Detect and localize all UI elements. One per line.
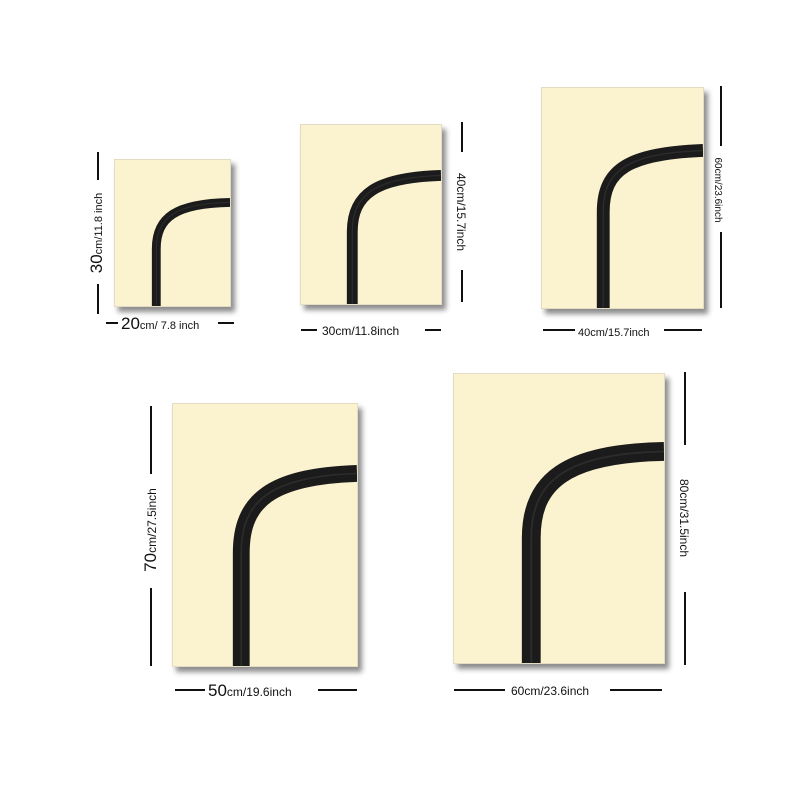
height-label: 70cm/27.5inch [141, 488, 160, 572]
width-dimension-line [664, 329, 702, 331]
width-label: 40cm/15.7inch [578, 327, 650, 339]
poster-preview-30x40 [300, 124, 442, 305]
arc-artwork [151, 197, 230, 306]
arc-artwork [232, 465, 357, 666]
width-dimension-line [301, 329, 317, 331]
width-dimension-line [610, 689, 662, 691]
width-dimension-line [218, 322, 234, 324]
height-dimension-line [684, 592, 686, 665]
height-dimension-line [97, 284, 99, 314]
arc-artwork [596, 143, 703, 308]
height-dimension-line [461, 270, 463, 302]
height-dimension-line [461, 122, 463, 152]
height-label: 60cm/23.6inch [712, 157, 723, 223]
height-dimension-line [150, 406, 152, 474]
poster-preview-20x30 [114, 159, 231, 307]
height-dimension-line [97, 152, 99, 180]
poster-preview-50x70 [172, 403, 358, 667]
height-label: 80cm/31.5inch [677, 478, 691, 558]
width-label: 30cm/11.8inch [322, 324, 400, 338]
width-dimension-line [175, 689, 205, 691]
width-label: 50cm/19.6inch [208, 681, 292, 700]
height-dimension-line [720, 232, 722, 308]
poster-preview-60x80 [453, 373, 665, 664]
height-dimension-line [720, 86, 722, 146]
arc-artwork [521, 442, 664, 663]
width-dimension-line [106, 322, 118, 324]
width-label: 60cm/23.6inch [511, 684, 590, 698]
height-dimension-line [150, 588, 152, 666]
width-dimension-line [543, 329, 575, 331]
height-label: 40cm/15.7inch [454, 172, 468, 252]
width-dimension-line [454, 689, 505, 691]
width-dimension-line [425, 329, 441, 331]
height-label: 30cm/11.8 inch [87, 192, 106, 274]
height-dimension-line [684, 372, 686, 445]
poster-preview-40x60 [541, 87, 704, 309]
arc-artwork [346, 169, 441, 304]
width-dimension-line [318, 689, 357, 691]
width-label: 20cm/ 7.8 inch [121, 314, 200, 333]
